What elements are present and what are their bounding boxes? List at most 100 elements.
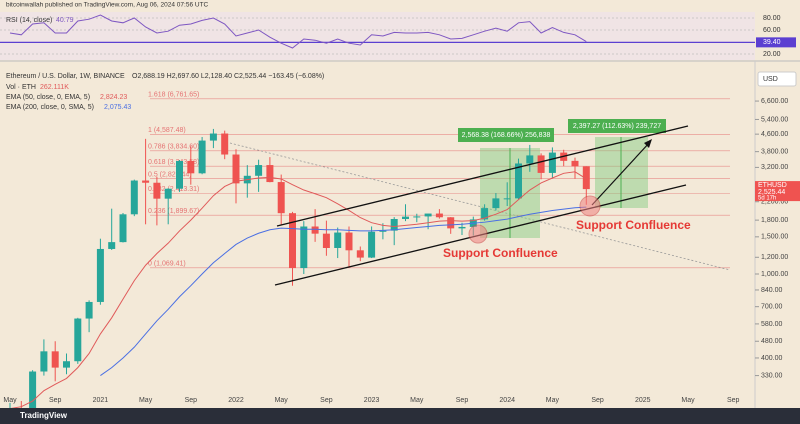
candle-body [503, 198, 511, 200]
fib-label: 0.618 (3,243.58) [148, 159, 199, 166]
candle-body [334, 232, 342, 248]
rsi-tick-label: 20.00 [763, 51, 781, 58]
y-tick-label: 580.00 [761, 321, 783, 328]
candle-body [289, 213, 296, 269]
candle-body [108, 242, 116, 249]
x-tick-label: 2023 [364, 397, 380, 404]
x-tick-label: May [410, 397, 424, 404]
rsi-tick-label: 60.00 [763, 27, 781, 34]
candle-body [447, 217, 455, 229]
candle-body [322, 233, 330, 248]
candle-body [515, 163, 522, 199]
rsi-ma-box [756, 37, 796, 48]
candle-body [176, 160, 183, 189]
candle-body [209, 133, 217, 141]
candle-body [300, 226, 308, 269]
measure-box [568, 119, 666, 133]
candle-body [164, 188, 172, 199]
y-tick-label: 3,800.00 [761, 148, 788, 155]
y-tick-label: 1,000.00 [761, 271, 788, 278]
candle-body [266, 165, 274, 183]
y-tick-label: 2,200.00 [761, 199, 788, 206]
trend-dashed [229, 142, 731, 271]
legend-ohlc: O2,688.19 H2,697.60 L2,128.40 C2,525.44 … [132, 73, 324, 80]
candle-body [40, 351, 48, 372]
candle-body [142, 180, 150, 183]
y-tick-label: 4,600.00 [761, 131, 788, 138]
legend-ema200-value: 2,075.43 [104, 104, 131, 111]
candle-body [402, 216, 409, 220]
footer-brand: TradingView [20, 411, 68, 420]
candle-body [130, 180, 138, 215]
candle-body [368, 231, 376, 258]
y-tick-label: 480.00 [761, 338, 783, 345]
candle-body [481, 208, 489, 220]
arrow-head [644, 139, 652, 148]
x-tick-label: May [546, 397, 560, 404]
fib-label: 1 (4,587.48) [148, 127, 186, 134]
candle-body [390, 219, 398, 231]
publish-line: bitcoinwallah published on TradingView.c… [6, 2, 209, 9]
candle-body [435, 213, 443, 218]
rsi-panel [0, 12, 755, 60]
x-tick-label: 2021 [93, 397, 109, 404]
candle-body [526, 155, 534, 164]
y-tick-label: 3,200.00 [761, 164, 788, 171]
y-tick-label: 1,500.00 [761, 234, 788, 241]
fib-label: 0.236 (1,899.67) [148, 208, 199, 215]
candle-body [74, 318, 82, 362]
fib-label: 0 (1,069.41) [148, 261, 186, 268]
candle-body [492, 198, 500, 209]
candle-body [537, 155, 545, 173]
candle-body [232, 154, 240, 184]
ma-line [9, 171, 587, 410]
fib-label: 0.382 (2,413.31) [148, 186, 199, 193]
measure-label: 2,397.27 (112.63%) 239,727 [573, 123, 661, 130]
rsi-label: RSI (14, close) [6, 17, 52, 24]
y-tick-label: 400.00 [761, 355, 783, 362]
measure-box [458, 128, 554, 142]
candle-body [51, 351, 59, 368]
y-tick-label: 1,800.00 [761, 217, 788, 224]
rsi-tick-label: 80.00 [763, 15, 781, 22]
price-symbol: ETHUSD [758, 182, 787, 189]
candle-body [119, 214, 127, 243]
footer [0, 408, 800, 424]
x-tick-label: Sep [49, 397, 62, 404]
legend-ema200: EMA (200, close, 0, SMA, 5) [6, 104, 94, 111]
annotation: Support Confluence [443, 246, 558, 260]
ma-line [100, 206, 587, 376]
x-tick-label: Sep [185, 397, 198, 404]
currency-label[interactable]: USD [763, 76, 778, 83]
x-tick-label: Sep [456, 397, 469, 404]
projection-arrow [591, 141, 651, 206]
confluence-circle [579, 195, 601, 217]
candle-body [571, 160, 579, 167]
channel-upper [276, 125, 689, 227]
candle-body [277, 182, 285, 214]
candle-body [424, 213, 432, 217]
y-tick-label: 330.00 [761, 372, 783, 379]
currency-button[interactable] [757, 71, 797, 87]
fib-label: 0.5 (2,828.44) [148, 172, 192, 179]
price-countdown: 5d 17h [758, 196, 776, 202]
candle-body [356, 250, 364, 258]
candle-body [582, 166, 590, 190]
x-tick-label: 2022 [228, 397, 244, 404]
x-tick-label: 2025 [635, 397, 651, 404]
legend-ema50-value: 2,824.23 [100, 94, 127, 101]
candle-body [221, 133, 229, 155]
fib-label: 1.618 (6,761.65) [148, 92, 199, 99]
legend-vol: Vol · ETH [6, 84, 36, 91]
x-tick-label: 2024 [499, 397, 515, 404]
rsi-line [9, 14, 587, 49]
candle-body [187, 160, 195, 174]
candle-body [198, 140, 206, 174]
x-tick-label: May [275, 397, 289, 404]
x-tick-label: May [139, 397, 153, 404]
confluence-circle [468, 224, 488, 244]
legend-vol-value: 262.111K [40, 84, 69, 91]
candle-body [548, 152, 556, 173]
